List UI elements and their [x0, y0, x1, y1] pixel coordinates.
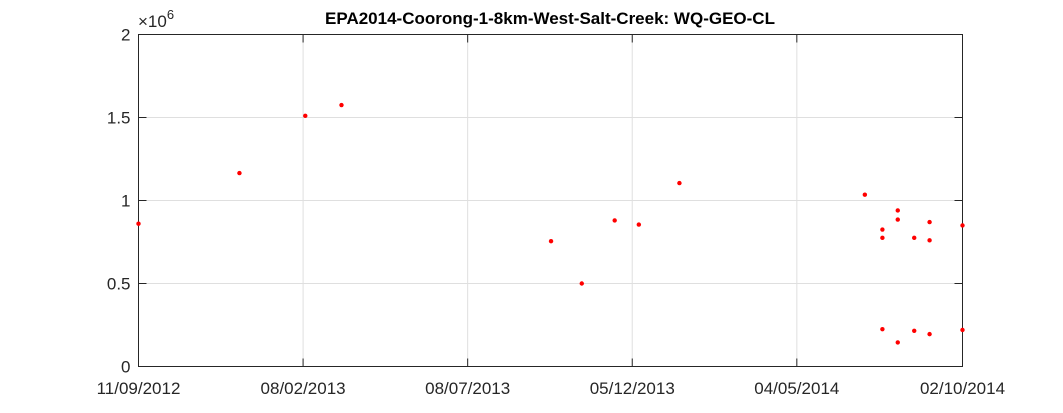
y-tick-label: 0 — [121, 358, 130, 377]
y-tick-label: 1 — [121, 192, 130, 211]
x-tick-labels: 11/09/2012 08/02/2013 08/07/2013 05/12/2013… — [97, 379, 1005, 398]
data-point — [136, 221, 141, 226]
x-tick-label: 05/12/2013 — [590, 379, 675, 398]
data-point — [880, 235, 885, 241]
data-point — [912, 235, 917, 241]
y-tick-label: 0.5 — [107, 275, 131, 294]
data-point — [927, 219, 932, 225]
data-point — [927, 331, 932, 337]
tick-marks — [138, 34, 963, 367]
y-tick-label: 1.5 — [107, 109, 131, 128]
x-tick-label: 08/07/2013 — [425, 379, 510, 398]
data-point — [960, 223, 965, 228]
data-point — [895, 340, 900, 345]
data-point — [895, 217, 900, 222]
data-point — [895, 208, 900, 213]
data-point — [960, 327, 965, 333]
y-tick-label: 2 — [121, 26, 130, 45]
data-point — [303, 113, 308, 119]
chart-title: EPA2014-Coorong-1-8km-West-Salt-Creek: W… — [325, 9, 775, 28]
data-point — [677, 180, 682, 186]
data-point — [579, 281, 584, 286]
data-point — [339, 102, 344, 108]
data-points — [136, 102, 965, 345]
data-point — [237, 170, 242, 176]
y-axis-exponent: ×106 — [138, 7, 174, 31]
x-tick-label: 11/09/2012 — [97, 379, 181, 398]
data-point — [927, 238, 932, 243]
data-point — [862, 192, 868, 197]
y-exponent-base: ×10 — [138, 12, 167, 31]
y-tick-labels: 0 0.5 1 1.5 2 — [107, 26, 131, 377]
data-point — [612, 218, 617, 223]
data-point — [912, 328, 917, 334]
x-tick-label: 02/10/2014 — [920, 379, 1005, 398]
data-point — [880, 326, 885, 332]
x-tick-label: 08/02/2013 — [261, 379, 346, 398]
y-exponent-power: 6 — [167, 7, 174, 22]
grid — [138, 34, 963, 367]
data-point — [548, 238, 554, 244]
data-point — [880, 227, 885, 232]
data-point — [636, 222, 642, 227]
x-tick-label: 04/05/2014 — [754, 379, 839, 398]
